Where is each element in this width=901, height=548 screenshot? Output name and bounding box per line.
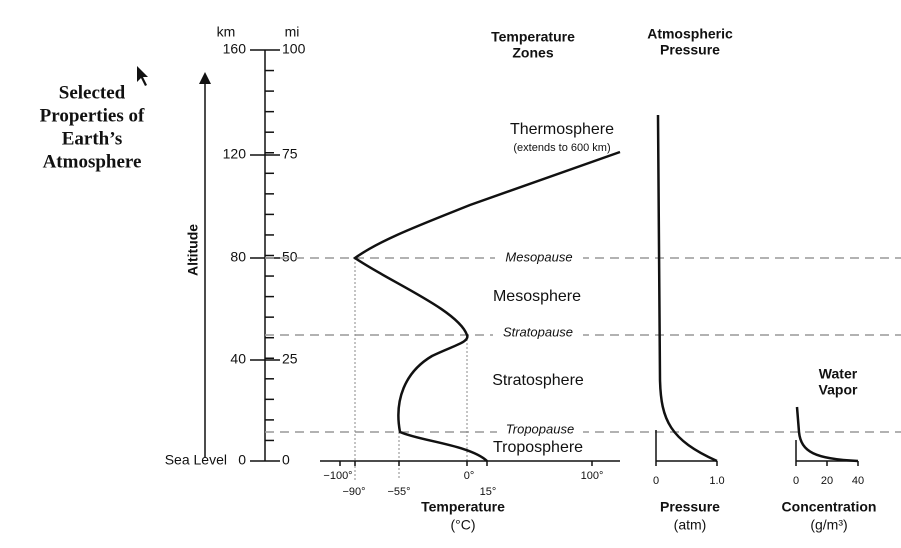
axis-unit: (°C) — [450, 517, 475, 533]
vapor-header: Vapor — [819, 382, 858, 398]
zone-label: Thermosphere — [510, 121, 614, 138]
mi-tick: 0 — [282, 452, 290, 468]
vapor-tick: 20 — [821, 475, 833, 487]
arrow-head — [199, 72, 211, 84]
km-tick: 160 — [223, 41, 247, 57]
temp-tick: −100° — [323, 470, 352, 482]
vapor-tick: 0 — [793, 475, 799, 487]
axis-unit: (g/m³) — [810, 517, 847, 533]
km-tick: 40 — [230, 351, 246, 367]
mi-tick: 100 — [282, 41, 306, 57]
temp-tick: −55° — [387, 486, 410, 498]
vapor-header: Water — [819, 366, 858, 382]
vapor-ticks — [795, 461, 859, 466]
zone-label: Stratosphere — [492, 372, 584, 389]
km-tick: 120 — [223, 146, 247, 162]
km-tick: 0 — [238, 452, 246, 468]
label-bg — [493, 325, 583, 343]
tropopause-label: Tropopause — [506, 421, 574, 436]
title: Properties of — [40, 105, 145, 126]
zones-header: Zones — [512, 45, 553, 61]
title: Earth’s — [62, 128, 123, 149]
label-bg — [495, 250, 583, 266]
zones-header: Temperature — [491, 29, 575, 45]
temperature-ticks — [339, 461, 593, 466]
zone-label: Mesosphere — [493, 288, 581, 305]
minor-ticks — [265, 69, 274, 442]
mi-tick: 75 — [282, 146, 298, 162]
temp-tick: 0° — [464, 470, 475, 482]
major-ticks — [250, 49, 280, 462]
stratopause-label: Stratopause — [503, 324, 573, 339]
pressure-curve — [656, 114, 718, 463]
mi-header: mi — [285, 24, 300, 40]
axis-title: Pressure — [660, 499, 720, 515]
temp-tick: 15° — [480, 486, 497, 498]
temperature-curve — [352, 150, 621, 462]
altitude-label: Altitude — [185, 224, 201, 276]
pressure-header: Pressure — [660, 42, 720, 58]
pressure-tick: 0 — [653, 475, 659, 487]
zone-label: Troposphere — [493, 439, 583, 456]
temp-tick: 100° — [581, 470, 604, 482]
pressure-tick: 1.0 — [709, 475, 724, 487]
axis-title: Temperature — [421, 499, 505, 515]
cursor — [137, 66, 148, 86]
axis-unit: (atm) — [674, 517, 707, 533]
title: Atmosphere — [43, 151, 142, 172]
label-bg — [497, 422, 583, 440]
km-tick: 80 — [230, 249, 246, 265]
km-header: km — [217, 24, 236, 40]
sea-level: Sea Level — [165, 452, 227, 468]
vapor-tick: 40 — [852, 475, 864, 487]
mesopause-label: Mesopause — [505, 249, 572, 264]
title: Selected — [59, 82, 126, 103]
axis-title: Concentration — [782, 499, 877, 515]
mi-tick: 50 — [282, 249, 298, 265]
temp-tick: −90° — [342, 486, 365, 498]
pressure-header: Atmospheric — [647, 26, 733, 42]
zone-note: (extends to 600 km) — [513, 142, 610, 154]
mi-tick: 25 — [282, 351, 298, 367]
pressure-ticks — [655, 461, 718, 466]
vapor-curve — [795, 406, 859, 463]
